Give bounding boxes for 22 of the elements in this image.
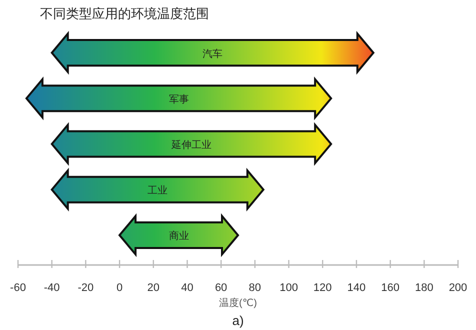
x-tick-label: -20 [78,282,94,294]
x-tick-label: 60 [214,282,228,294]
x-tick-label: 120 [313,282,332,294]
x-tick-label: 20 [147,282,160,294]
x-tick-label: 160 [381,282,400,294]
x-tick-label: 180 [414,282,434,294]
category-label: 延伸工业 [171,140,212,151]
title: 不同类型应用的环境温度范围 [40,6,209,21]
category-label: 军事 [168,94,189,106]
x-tick-label: 0 [116,282,123,294]
x-tick-label: 200 [448,282,468,294]
x-tick-label: -40 [44,282,60,294]
category-label: 工业 [148,186,168,197]
category-label: 商业 [168,231,189,242]
x-tick-label: 140 [347,282,366,294]
x-axis-title: 温度(℃) [219,298,257,309]
x-tick-label: 80 [248,282,262,294]
category-label: 汽车 [202,48,223,60]
annotation: a) [232,313,244,328]
x-tick-label: 40 [181,282,194,294]
x-tick-label: -60 [10,282,26,294]
x-tick-label: 100 [280,282,298,294]
